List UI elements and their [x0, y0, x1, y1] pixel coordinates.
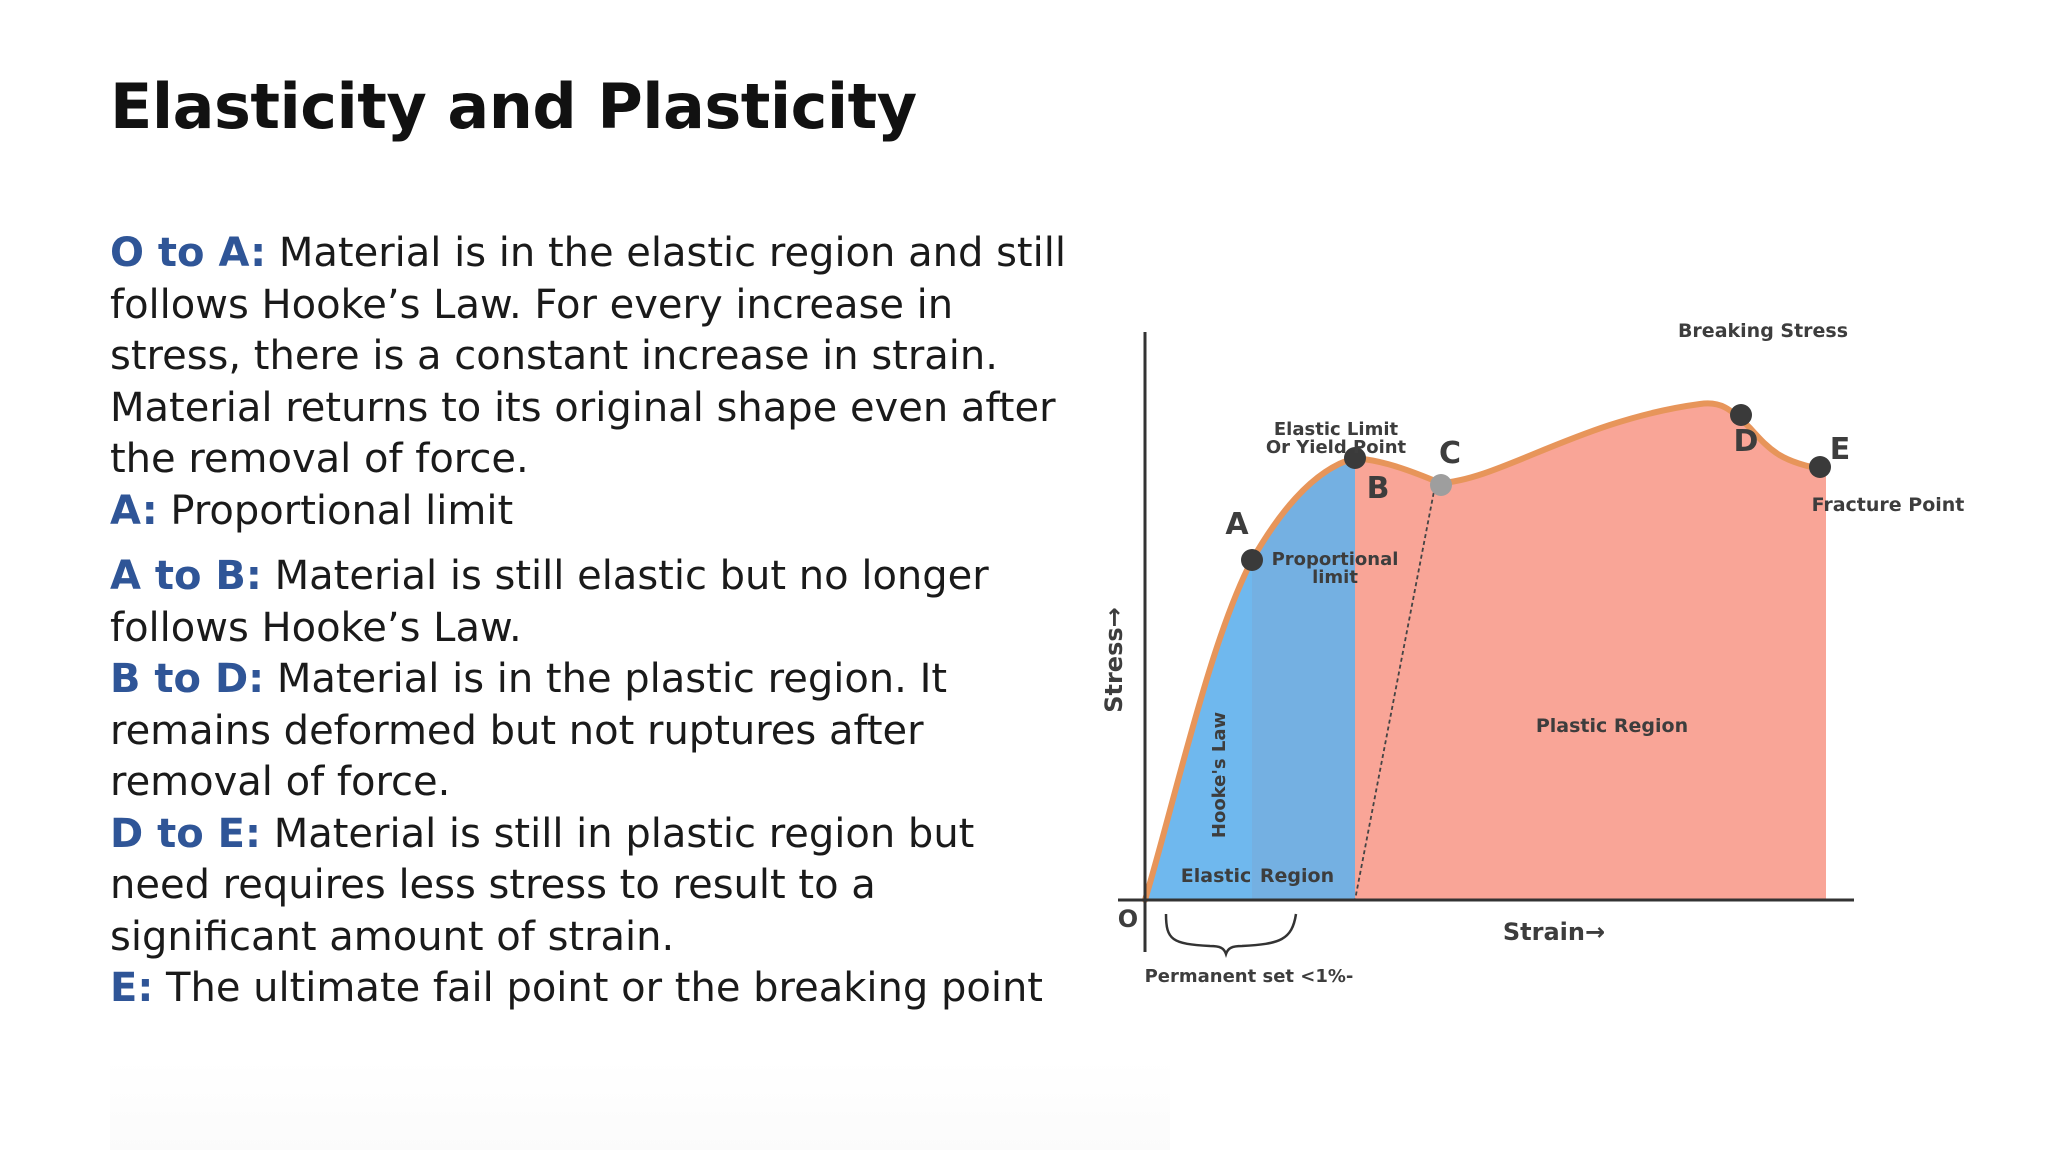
- e-paragraph: E: The ultimate fail point or the breaki…: [110, 963, 1080, 1015]
- a-paragraph: A: Proportional limit: [110, 486, 1080, 538]
- proportional-limit-label-line1: Proportional: [1272, 549, 1399, 570]
- plastic-region-label: Plastic Region: [1536, 715, 1688, 737]
- b-to-d-paragraph: B to D: Material is in the plastic regio…: [110, 654, 1080, 809]
- elastic-limit-label-line2: Or Yield Point: [1266, 437, 1407, 458]
- elastic-region-fill: [1252, 458, 1355, 900]
- elastic-label: Elastic: [1181, 865, 1251, 887]
- plastic-region-fill: [1355, 403, 1826, 900]
- a-to-b-term: A to B:: [110, 553, 262, 599]
- point-e-marker: [1809, 456, 1831, 478]
- strain-axis-label: Strain→: [1503, 918, 1605, 946]
- b-to-d-text: Material is in the plastic region. It re…: [110, 656, 948, 805]
- a-text: Proportional limit: [170, 487, 514, 534]
- stress-strain-diagram: A B C D E Breaking Stress Elastic Limit …: [1080, 300, 2010, 1000]
- hookes-law-label: Hooke's Law: [1209, 712, 1230, 838]
- e-text: The ultimate fail point or the breaking …: [166, 965, 1043, 1011]
- point-b-marker: [1344, 447, 1366, 469]
- d-to-e-paragraph: D to E: Material is still in plastic reg…: [110, 809, 1080, 964]
- permanent-set-brace: [1164, 913, 1298, 958]
- point-c-label: C: [1439, 436, 1461, 471]
- stress-strain-svg: A B C D E Breaking Stress Elastic Limit …: [1100, 320, 1965, 987]
- point-b-label: B: [1367, 471, 1390, 506]
- point-e-label: E: [1830, 432, 1851, 467]
- d-to-e-term: D to E:: [110, 810, 261, 857]
- footer-area: [110, 1060, 1170, 1150]
- proportional-limit-label-line2: limit: [1312, 567, 1358, 588]
- e-term: E:: [110, 965, 154, 1011]
- region-label: Region: [1260, 865, 1334, 887]
- breaking-stress-label: Breaking Stress: [1678, 320, 1848, 342]
- point-a-marker: [1241, 549, 1263, 571]
- point-d-label: D: [1734, 424, 1759, 459]
- point-a-label: A: [1225, 507, 1249, 542]
- a-to-b-paragraph: A to B: Material is still elastic but no…: [110, 551, 1080, 654]
- a-term: A:: [110, 487, 158, 534]
- o-to-a-paragraph: O to A: Material is in the elastic regio…: [110, 228, 1080, 486]
- fracture-point-label: Fracture Point: [1812, 494, 1965, 516]
- origin-label: O: [1118, 905, 1138, 933]
- permanent-set-dashed-line: [1354, 485, 1436, 901]
- point-d-marker: [1730, 404, 1752, 426]
- stress-axis-label: Stress→: [1100, 607, 1128, 713]
- a-to-b-text: Material is still elastic but no longer …: [110, 553, 989, 651]
- d-to-e-text: Material is still in plastic region but …: [110, 810, 975, 960]
- o-to-a-term: O to A:: [110, 230, 267, 276]
- elastic-limit-label-line1: Elastic Limit: [1274, 419, 1399, 440]
- point-c-marker: [1430, 474, 1452, 496]
- slide-title: Elasticity and Plasticity: [110, 70, 917, 143]
- explanation-text: O to A: Material is in the elastic regio…: [110, 228, 1080, 1015]
- o-to-a-text: Material is in the elastic region and st…: [110, 230, 1066, 482]
- b-to-d-term: B to D:: [110, 656, 265, 702]
- permanent-set-label: Permanent set <1%-: [1145, 966, 1354, 987]
